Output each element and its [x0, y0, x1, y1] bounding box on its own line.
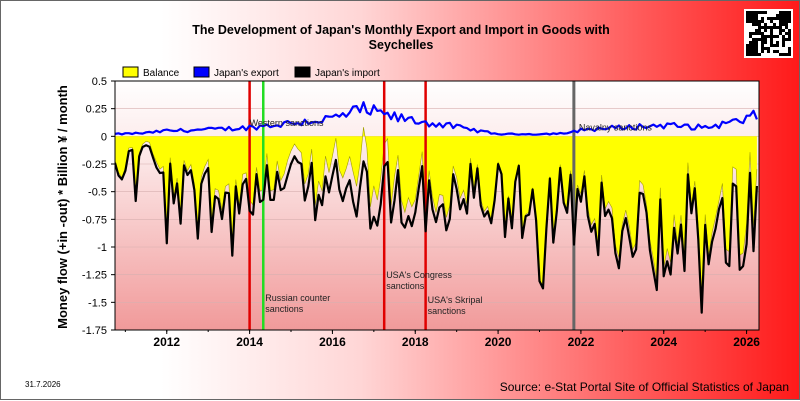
- y-tick-label: -0.25: [82, 159, 107, 171]
- legend-label-import: Japan's import: [315, 68, 380, 79]
- x-tick-label: 2014: [236, 335, 263, 349]
- y-tick-label: 0: [101, 131, 107, 143]
- legend-swatch-export: [193, 66, 210, 78]
- y-tick-label: 0.25: [86, 104, 107, 116]
- y-tick-label: -0.75: [82, 214, 107, 226]
- y-tick-label: 0.5: [92, 76, 107, 88]
- event-label-sub: sanctions: [386, 281, 425, 291]
- qr-code-icon: [744, 9, 793, 58]
- legend-label-export: Japan's export: [214, 68, 279, 79]
- event-label-sub: sanctions: [428, 306, 467, 316]
- legend-swatch-balance: [122, 66, 139, 78]
- annotation-label: Navalny sanctions: [579, 122, 653, 132]
- x-tick-label: 2016: [319, 335, 346, 349]
- y-tick-label: -1.75: [82, 325, 107, 337]
- x-tick-label: 2024: [650, 335, 677, 349]
- y-axis-label: Money flow (+in -out) * Billion ¥ / mont…: [55, 85, 70, 329]
- x-tick-label: 2022: [568, 335, 595, 349]
- legend-swatch-import: [294, 66, 311, 78]
- x-axis-ticks: 2012 2014 2016 2018 2020 2022 2024 2026: [124, 330, 760, 349]
- y-tick-label: -0.5: [88, 187, 107, 199]
- y-tick-label: -1.25: [82, 270, 107, 282]
- event-label: Russian counter: [265, 293, 330, 303]
- event-label: USA's Skripal: [428, 295, 483, 305]
- source-note: Source: e-Stat Portal Site of Official S…: [500, 380, 789, 394]
- chart-title-line1: The Development of Japan's Monthly Expor…: [192, 23, 610, 37]
- y-axis-ticks: 0.5 0.25 0 -0.25 -0.5 -0.75 -1 -1.25 -1.5 -1.75: [82, 76, 115, 337]
- x-tick-label: 2018: [402, 335, 429, 349]
- legend: Balance Japan's export Japan's import: [122, 66, 380, 79]
- series-export-line: [115, 101, 758, 136]
- legend-label-balance: Balance: [143, 68, 180, 79]
- event-label: USA's Congress: [386, 270, 452, 280]
- series-balance-area: [115, 127, 757, 305]
- x-tick-label: 2026: [733, 335, 760, 349]
- annotation-label: Western sanctions: [250, 118, 324, 128]
- event-label-sub: sanctions: [265, 304, 304, 314]
- chart-title-line2: Seychelles: [369, 38, 434, 52]
- date-stamp: 31.7.2026: [25, 380, 61, 389]
- x-tick-label: 2012: [153, 335, 180, 349]
- y-tick-label: -1.5: [88, 297, 107, 309]
- y-tick-label: -1: [97, 242, 107, 254]
- x-tick-label: 2020: [485, 335, 512, 349]
- series-import-line: [115, 144, 758, 314]
